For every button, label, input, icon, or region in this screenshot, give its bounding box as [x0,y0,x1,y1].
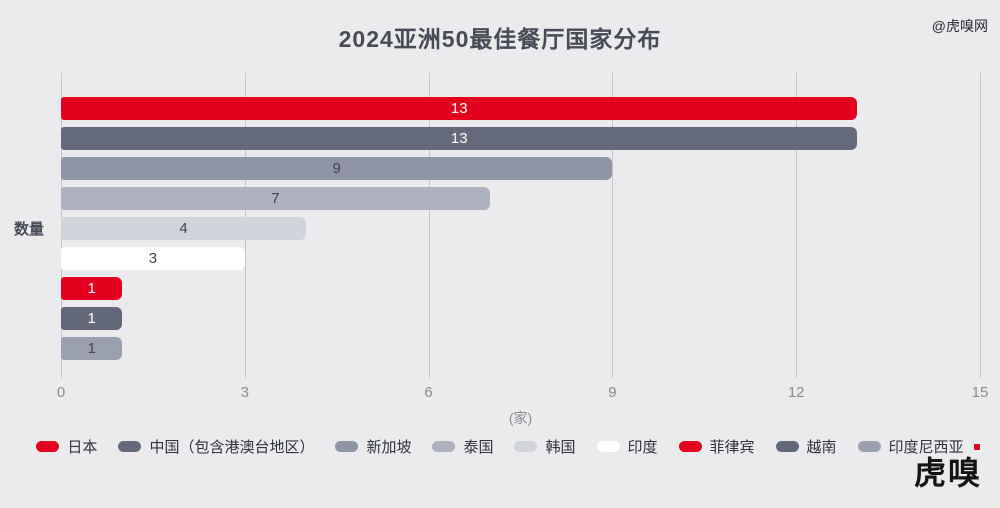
legend-label: 印度 [627,439,658,456]
legend-item: 日本 [36,436,97,457]
legend-item: 韩国 [514,436,576,457]
bar: 13 [61,127,858,150]
legend-label: 印度尼西亚 [888,439,964,456]
huxiu-logo-text: 虎嗅 [913,455,982,491]
legend-item: 菲律宾 [678,436,755,457]
legend-swatch [514,441,538,452]
legend-label: 菲律宾 [709,439,755,456]
bar: 9 [61,157,613,180]
legend-label: 中国（包含港澳台地区） [149,439,315,456]
bar: 1 [61,337,123,360]
watermark-huxiu: @虎嗅网 [931,18,988,34]
legend-label: 泰国 [463,439,494,456]
x-axis-unit-label: (家) [508,410,533,426]
bar: 3 [61,247,245,270]
legend-swatch [857,441,881,452]
bar: 13 [61,97,858,120]
legend-label: 越南 [806,439,837,456]
legend-item: 越南 [775,436,837,457]
huxiu-logo: 虎嗅 [913,444,982,494]
legend-label: 韩国 [545,439,576,456]
legend-swatch [596,441,620,452]
x-tick-label: 0 [56,384,66,401]
legend-item: 印度尼西亚 [857,436,964,457]
legend-swatch [36,441,60,452]
legend-label: 日本 [67,439,98,456]
legend-item: 印度 [596,436,658,457]
bar: 1 [61,307,123,330]
gridline [428,73,430,378]
logo-red-dot-icon [974,444,980,450]
bar: 7 [61,187,490,210]
chart-title: 2024亚洲50最佳餐厅国家分布 [338,26,662,52]
x-tick-label: 9 [608,384,617,401]
x-tick-label: 15 [971,384,989,401]
legend-swatch [118,441,142,452]
gridline [980,73,981,378]
y-axis-label: 数量 [14,221,45,238]
legend-item: 中国（包含港澳台地区） [118,436,314,457]
legend-swatch [432,441,456,452]
legend-swatch [678,441,702,452]
gridline [612,73,614,378]
x-tick-label: 12 [787,384,805,401]
bar: 4 [61,217,307,240]
legend-swatch [335,441,359,452]
legend-item: 新加坡 [335,436,411,457]
x-tick-label: 3 [240,384,249,401]
x-tick-label: 6 [424,384,433,401]
legend-swatch [775,441,799,452]
legend: 日本 中国（包含港澳台地区） 新加坡 泰国 韩国 印度 菲律宾 越南 印度尼西亚 [0,436,1000,457]
legend-item: 泰国 [432,436,493,457]
legend-label: 新加坡 [366,439,412,456]
bar: 1 [61,277,123,300]
gridline [796,73,798,378]
